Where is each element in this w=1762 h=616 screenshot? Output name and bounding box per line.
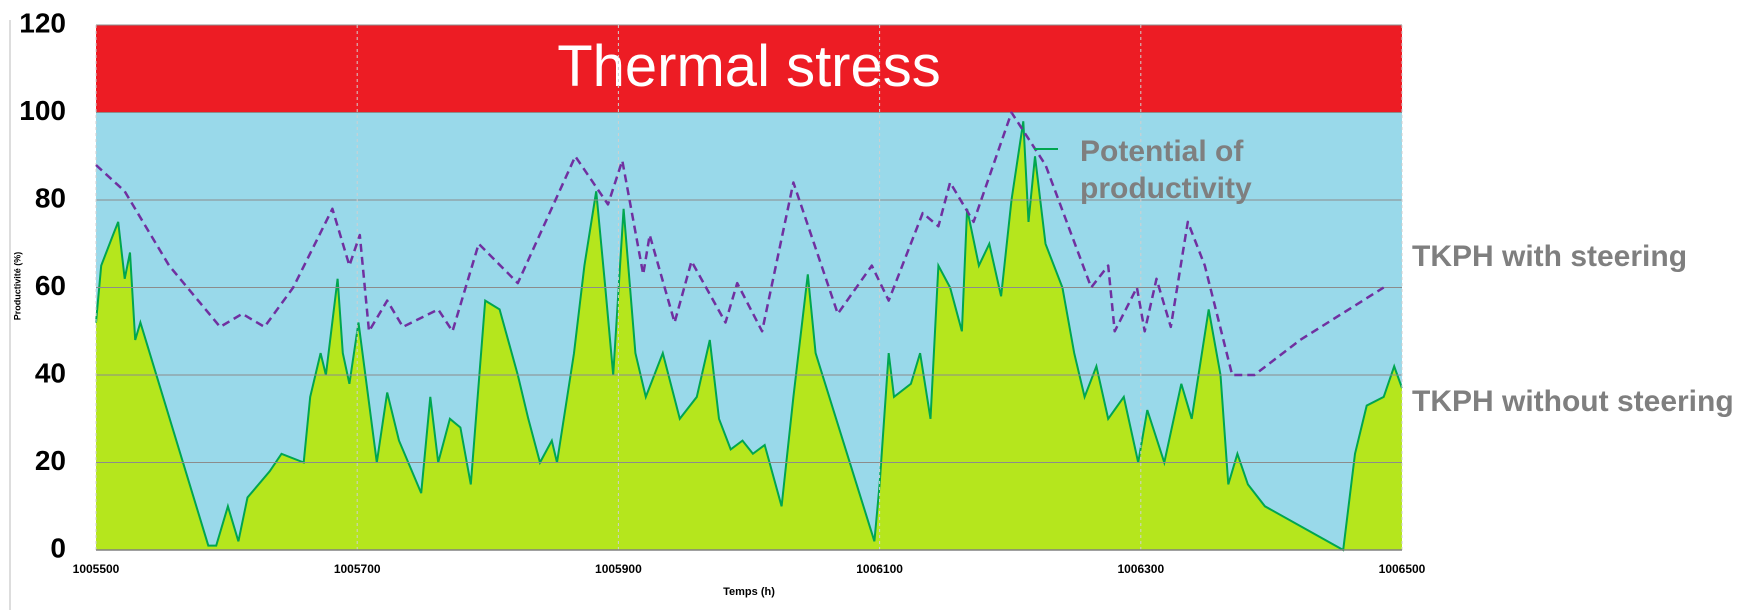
x-tick-label: 1005500 [73,562,120,576]
y-tick-label: 0 [50,532,66,563]
y-tick-label: 60 [35,270,66,301]
area [96,121,1402,551]
x-tick-label: 1006500 [1379,562,1426,576]
y-tick-label: 20 [35,445,66,476]
x-tick-label: 1005900 [595,562,642,576]
band-label: Thermal stress [557,34,941,99]
y-tick-label: 100 [19,95,66,126]
x-tick-label: 1006100 [856,562,903,576]
y-tick-label: 80 [35,182,66,213]
annotation: Potential of productivity [1080,135,1252,205]
area-line [95,121,1403,552]
x-tick-label: 1006300 [1117,562,1164,576]
y-tick-label: 120 [19,7,66,38]
x-tick-label: 1005700 [334,562,381,576]
x-axis-label: Temps (h) [723,586,775,598]
y-tick-label: 40 [35,357,66,388]
thermal-band [96,25,1402,113]
legend-label: TKPH with steering [1412,240,1687,273]
y-axis-label: Productivité (%) [12,252,22,321]
dashed-line [95,111,1385,377]
legend-label: TKPH without steering [1412,385,1734,418]
